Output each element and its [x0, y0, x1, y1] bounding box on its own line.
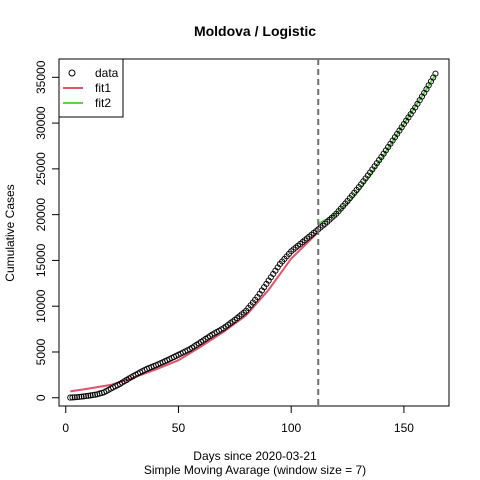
y-axis: 0 5000 10000 15000 20000 25000 30000 35000 — [34, 60, 60, 401]
x-tick-label: 50 — [172, 421, 186, 435]
fit-lines — [70, 74, 437, 393]
x-tick-label: 100 — [281, 421, 301, 435]
y-axis-label: Cumulative Cases — [3, 184, 17, 281]
y-tick-label: 20000 — [34, 198, 48, 232]
data-point — [83, 393, 90, 400]
data-point — [71, 394, 78, 401]
data-point — [432, 70, 439, 77]
data-point — [73, 394, 81, 401]
x-axis-label: Days since 2020-03-21 — [193, 449, 317, 463]
y-tick-label: 35000 — [34, 60, 48, 94]
data-point — [69, 394, 76, 401]
data-point — [67, 394, 74, 401]
data-point — [85, 392, 92, 399]
y-tick-label: 30000 — [34, 106, 48, 140]
data-point — [76, 393, 83, 400]
x-axis: 0 50 100 150 — [62, 405, 414, 435]
y-tick-label: 5000 — [34, 338, 48, 365]
data-point — [92, 391, 99, 398]
data-point — [89, 392, 96, 399]
legend-label-fit2: fit2 — [95, 96, 111, 110]
series-line-fit2 — [317, 74, 437, 225]
data-point — [80, 393, 87, 400]
data-point — [78, 393, 85, 400]
y-tick-label: 25000 — [34, 152, 48, 186]
legend-label-fit1: fit1 — [95, 81, 111, 95]
y-tick-label: 0 — [34, 394, 48, 401]
data-point — [87, 392, 94, 399]
x-tick-label: 0 — [62, 421, 69, 435]
legend-label-data: data — [95, 66, 119, 80]
legend-marker-data — [68, 69, 76, 77]
x-tick-label: 150 — [394, 421, 414, 435]
data-points — [67, 70, 439, 401]
series-line-fit1 — [70, 231, 319, 393]
y-tick-label: 15000 — [34, 243, 48, 277]
y-tick-label: 10000 — [34, 289, 48, 323]
chart-title: Moldova / Logistic — [194, 23, 316, 39]
chart-subtitle: Simple Moving Avarage (window size = 7) — [144, 463, 366, 477]
